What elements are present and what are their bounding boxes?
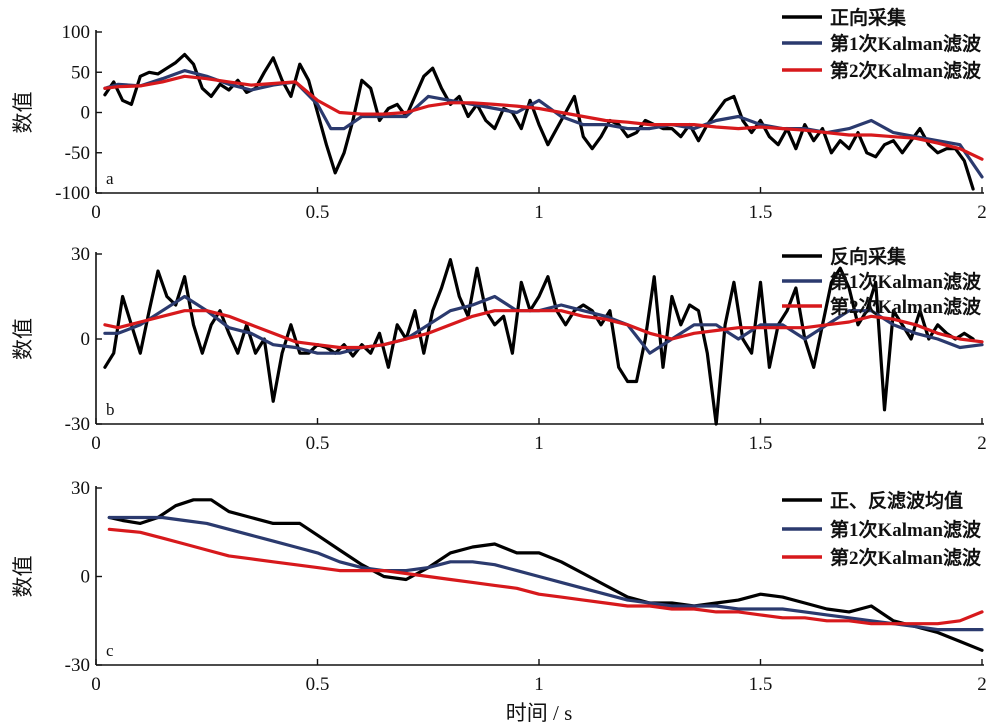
panel-label: a <box>106 169 114 188</box>
y-tick-label: 0 <box>81 103 91 124</box>
x-tick-label: 1.5 <box>749 674 773 695</box>
legend-label-2: 第1次Kalman滤波 <box>830 518 982 541</box>
x-tick-label: 1 <box>534 202 544 223</box>
x-tick-label: 0.5 <box>306 202 330 223</box>
x-tick-label: 0 <box>91 433 101 454</box>
legend-label-2: 第1次Kalman滤波 <box>830 32 982 55</box>
x-tick-label: 1 <box>534 433 544 454</box>
panel-label: b <box>106 400 115 419</box>
chart-panel-c: 300-300 0.5 1 1.5 2数值c正、反滤波均值第1次Kalman滤波第2次K… <box>11 478 987 725</box>
y-tick-label: -50 <box>65 143 90 164</box>
x-tick-label: 0 <box>91 202 101 223</box>
legend-label-2: 第1次Kalman滤波 <box>830 270 982 293</box>
y-tick-label: 0 <box>81 329 91 350</box>
x-tick-label: 2 <box>977 202 987 223</box>
legend-label-3: 第2次Kalman滤波 <box>830 546 982 569</box>
legend-label-3: 第2次Kalman滤波 <box>830 59 982 82</box>
y-tick-label: -100 <box>55 183 90 204</box>
y-tick-label: -30 <box>65 655 90 676</box>
x-tick-label: 2 <box>977 433 987 454</box>
series-line-3 <box>103 74 984 161</box>
x-tick-label: 1.5 <box>749 202 773 223</box>
legend-label-1: 正向采集 <box>830 6 907 29</box>
x-tick-label: 2 <box>977 674 987 695</box>
y-tick-label: 0 <box>81 567 91 588</box>
y-axis-label: 数值 <box>11 92 35 134</box>
legend-label-1: 反向采集 <box>830 245 907 268</box>
series-line-3 <box>103 309 984 350</box>
x-tick-label: 1.5 <box>749 433 773 454</box>
y-axis-label: 数值 <box>11 318 35 360</box>
x-axis-label: 时间 / s <box>506 701 573 725</box>
series-line-2 <box>103 69 984 179</box>
y-tick-label: 30 <box>71 478 90 499</box>
chart-panel-b: 300-300 0.5 1 1.5 2数值b反向采集第1次Kalman滤波第2次Kalm… <box>11 244 987 454</box>
legend-label-1: 正、反滤波均值 <box>830 489 963 512</box>
panel-label: c <box>106 641 114 660</box>
series-line-2 <box>107 515 984 632</box>
series-line-1 <box>107 498 984 652</box>
y-tick-label: 30 <box>71 244 90 265</box>
series-line-3 <box>107 527 984 626</box>
legend-label-3: 第2次Kalman滤波 <box>830 295 982 318</box>
y-tick-label: -30 <box>65 414 90 435</box>
y-tick-label: 50 <box>71 62 90 83</box>
x-tick-label: 0.5 <box>306 433 330 454</box>
y-tick-label: 100 <box>62 22 91 43</box>
x-tick-label: 1 <box>534 674 544 695</box>
x-tick-label: 0.5 <box>306 674 330 695</box>
y-axis-label: 数值 <box>11 556 35 598</box>
x-tick-label: 0 <box>91 674 101 695</box>
